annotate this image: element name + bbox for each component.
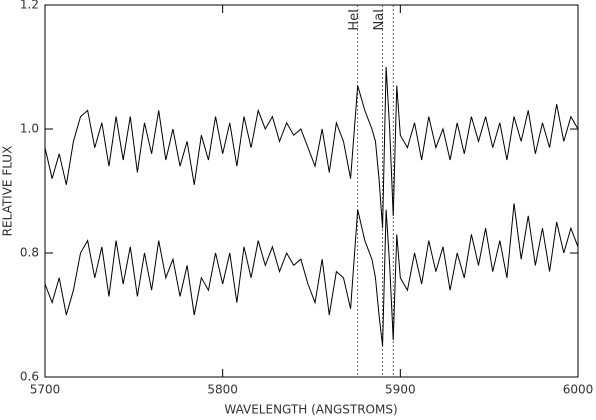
x-tick-label: 6000 xyxy=(563,383,594,397)
plot-frame xyxy=(44,4,579,378)
y-tick-label: 1.2 xyxy=(20,0,39,12)
y-tick-label: 0.6 xyxy=(20,370,39,384)
spectrum-line xyxy=(44,66,579,229)
spectrum-line xyxy=(44,203,579,347)
x-tick-label: 5700 xyxy=(30,383,61,397)
reference-label: NaI xyxy=(372,9,387,31)
x-tick-label: 5900 xyxy=(385,383,416,397)
y-tick-label: 0.8 xyxy=(20,246,39,260)
y-axis-title: RELATIVE FLUX xyxy=(1,146,15,237)
x-tick-label: 5800 xyxy=(207,383,238,397)
y-tick-label: 1.0 xyxy=(20,122,39,136)
reference-label: HeI xyxy=(347,9,362,31)
x-axis-title: WAVELENGTH (ANGSTROMS) xyxy=(224,403,397,417)
